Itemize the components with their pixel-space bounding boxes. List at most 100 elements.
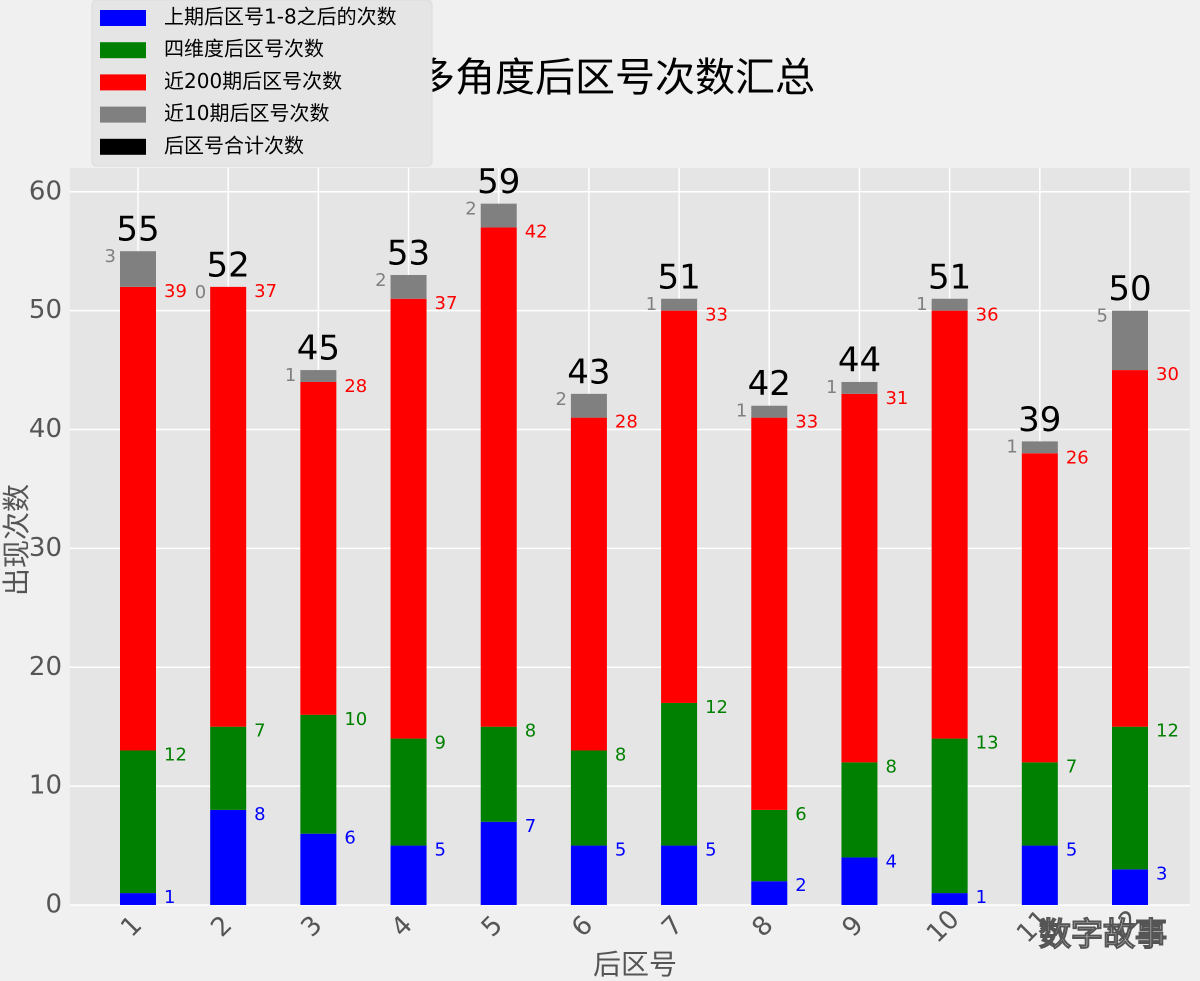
bar-segment	[1112, 310, 1148, 371]
bar-segment	[751, 881, 788, 905]
y-tick-label: 60	[29, 176, 62, 206]
bar-segment	[931, 310, 968, 739]
bar-segment	[480, 203, 517, 228]
bar-segment	[480, 227, 517, 727]
bar-segment	[661, 702, 698, 846]
data-label: 1	[164, 887, 175, 908]
y-tick-label: 40	[29, 414, 62, 444]
bar-segment	[1021, 762, 1058, 846]
bar-segment	[751, 809, 788, 882]
bar-segment	[841, 762, 878, 858]
data-label: 12	[705, 697, 728, 718]
x-tick-label: 1	[115, 910, 148, 943]
bar-segment	[1112, 726, 1148, 870]
data-label: 1	[916, 294, 927, 315]
bar-segment	[300, 381, 337, 715]
data-label: 8	[254, 804, 265, 825]
bar-segment	[300, 370, 337, 382]
x-tick-label: 2	[205, 910, 238, 943]
bar-segment	[300, 833, 337, 905]
data-label: 3	[1156, 863, 1167, 884]
plot-area	[70, 168, 1190, 905]
legend-label: 近200期后区号次数	[164, 69, 342, 93]
data-label: 2	[375, 270, 386, 291]
data-label: 2	[465, 199, 476, 220]
data-label: 28	[344, 376, 367, 397]
data-label: 7	[254, 721, 265, 742]
x-tick-label: 5	[476, 910, 509, 943]
bar-segment	[120, 286, 156, 751]
data-label: 1	[976, 887, 987, 908]
bar-segment	[1112, 370, 1148, 727]
total-label: 43	[567, 352, 610, 392]
watermark: 数字故事	[1039, 915, 1167, 953]
bar-segment	[390, 274, 427, 299]
total-label: 51	[657, 257, 700, 297]
bar-segment	[570, 750, 607, 846]
data-label: 6	[795, 804, 806, 825]
total-label: 39	[1018, 400, 1061, 440]
data-label: 30	[1156, 364, 1179, 385]
bar-segment	[570, 417, 607, 751]
data-label: 5	[435, 840, 446, 861]
bar-segment	[661, 298, 698, 311]
data-label: 7	[525, 816, 536, 837]
data-label: 37	[435, 293, 458, 314]
total-label: 51	[928, 257, 971, 297]
bar-segment	[751, 417, 788, 810]
bar-segment	[390, 298, 427, 739]
bar-segment	[841, 857, 878, 905]
bar-segment	[931, 738, 968, 894]
data-label: 7	[1066, 756, 1077, 777]
bar-segment	[210, 726, 247, 810]
data-label: 2	[555, 389, 566, 410]
bar-segment	[480, 726, 517, 822]
legend-label: 后区号合计次数	[164, 133, 304, 157]
total-label: 52	[207, 245, 250, 285]
data-label: 5	[705, 840, 716, 861]
x-tick-label: 10	[921, 904, 966, 949]
legend-swatch	[100, 138, 146, 155]
data-label: 2	[795, 875, 806, 896]
bar-segment	[841, 393, 878, 763]
bar-segment	[210, 809, 247, 905]
total-label: 42	[748, 364, 791, 404]
legend-swatch	[100, 74, 146, 91]
legend	[91, 0, 433, 167]
legend-swatch	[100, 10, 146, 26]
data-label: 9	[435, 733, 446, 754]
x-tick-label: 8	[746, 910, 779, 943]
legend-swatch	[100, 42, 146, 59]
y-tick-label: 10	[29, 771, 62, 801]
bar-segment	[751, 405, 788, 418]
x-tick-label: 9	[837, 910, 870, 943]
bar-segment	[480, 821, 517, 905]
bar-segment	[1021, 441, 1058, 454]
bar-segment	[931, 298, 968, 311]
data-label: 0	[195, 282, 206, 303]
y-tick-label: 50	[29, 295, 62, 325]
data-label: 8	[615, 744, 626, 765]
y-tick-label: 30	[29, 533, 62, 563]
total-label: 59	[477, 162, 520, 202]
bar-segment	[570, 393, 607, 418]
data-label: 5	[1066, 840, 1077, 861]
data-label: 39	[164, 281, 187, 302]
data-label: 37	[254, 281, 277, 302]
total-label: 50	[1108, 269, 1151, 309]
data-label: 33	[705, 305, 728, 326]
total-label: 45	[297, 329, 340, 369]
bar-segment	[1112, 869, 1148, 905]
data-label: 5	[1097, 306, 1108, 327]
total-label: 53	[387, 233, 430, 273]
x-tick-label: 3	[296, 910, 329, 943]
bar-segment	[661, 845, 698, 905]
data-label: 1	[736, 401, 747, 422]
bar-segment	[390, 738, 427, 846]
bar-segment	[570, 845, 607, 905]
data-label: 6	[344, 828, 355, 849]
legend-swatch	[100, 106, 146, 123]
data-label: 1	[826, 377, 837, 398]
x-tick-label: 7	[656, 910, 689, 943]
